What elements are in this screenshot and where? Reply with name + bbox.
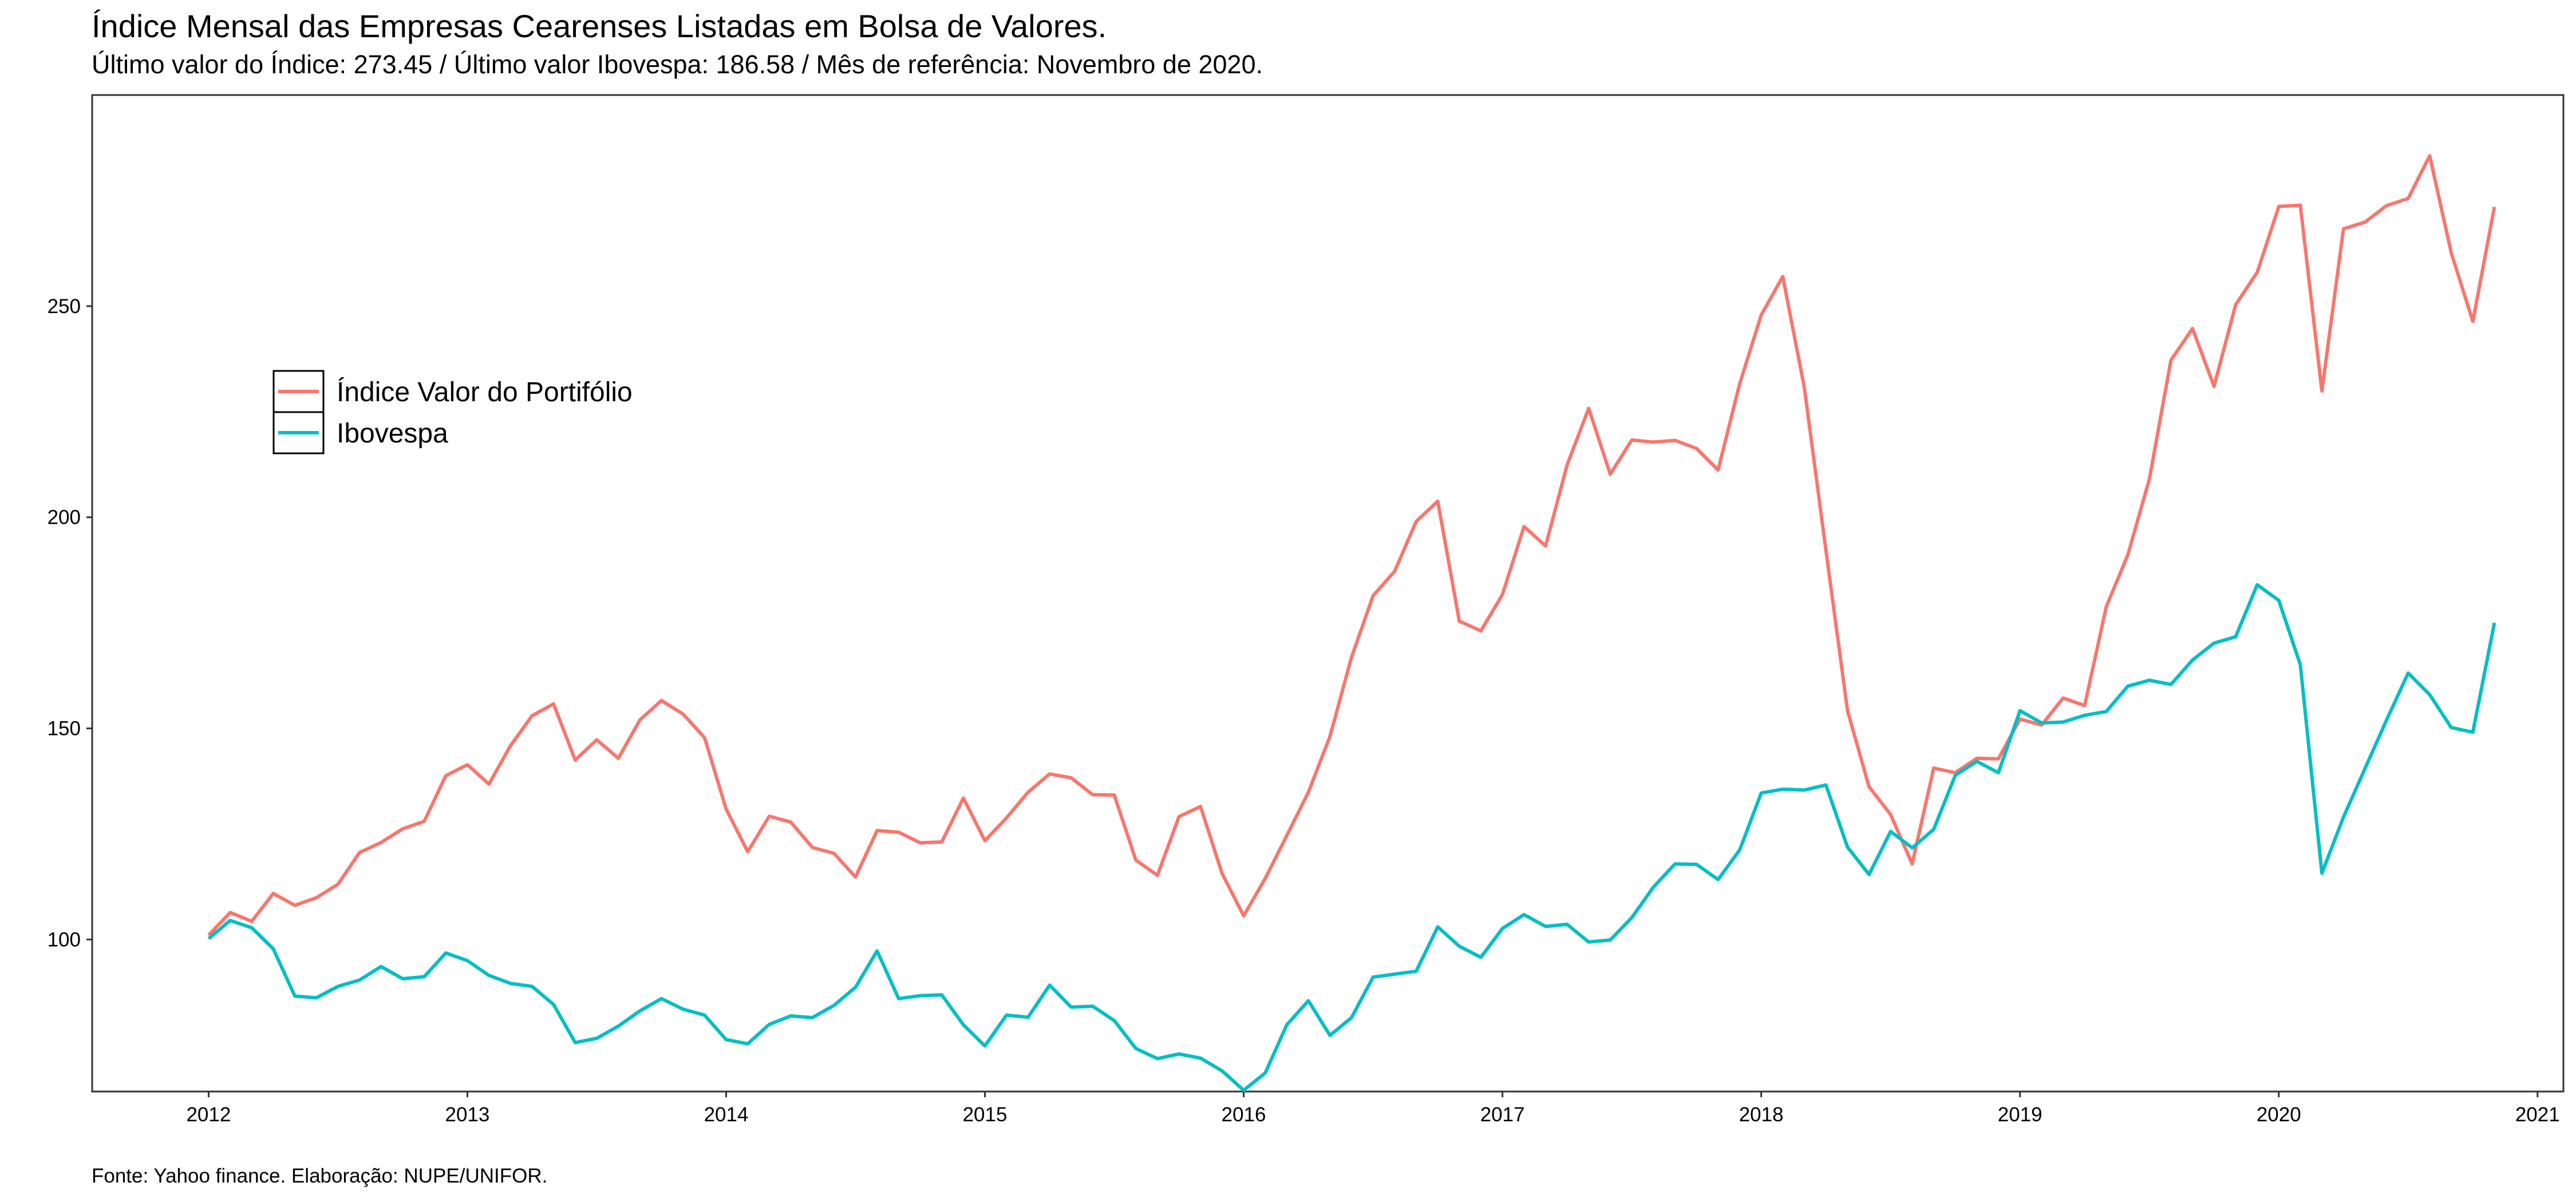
x-axis: 2012 2013 2014 2015 2016 2017 2018 2019 2020 2021 <box>186 1092 2560 1126</box>
x-tick-label: 2013 <box>445 1104 490 1126</box>
chart-subtitle: Último valor do Índice: 273.45 / Último … <box>92 50 1263 79</box>
x-tick-label: 2019 <box>1998 1104 2042 1126</box>
y-axis: 100 150 200 250 <box>48 295 92 951</box>
x-tick-label: 2017 <box>1480 1104 1525 1126</box>
x-tick-label: 2015 <box>963 1104 1008 1126</box>
y-tick-label: 200 <box>48 507 81 529</box>
x-tick-label: 2012 <box>186 1104 231 1126</box>
legend-label-portfolio-index: Índice Valor do Portifólio <box>337 377 633 408</box>
legend: Índice Valor do Portifólio Ibovespa <box>272 370 633 454</box>
chart-title: Índice Mensal das Empresas Cearenses Lis… <box>92 8 1107 44</box>
series-lines <box>207 154 2496 1092</box>
chart-caption: Fonte: Yahoo finance. Elaboração: NUPE/U… <box>92 1165 548 1187</box>
plot-panel-border <box>91 94 2565 1093</box>
y-tick-label: 100 <box>48 928 81 951</box>
series-line-portfolio-index <box>207 154 2496 937</box>
series-line-ibovespa <box>207 583 2496 1092</box>
legend-label-ibovespa: Ibovespa <box>337 418 448 449</box>
x-tick-label: 2021 <box>2515 1104 2560 1126</box>
x-tick-label: 2016 <box>1222 1104 1266 1126</box>
x-tick-label: 2014 <box>704 1104 749 1126</box>
x-tick-label: 2020 <box>2257 1104 2301 1126</box>
y-tick-label: 250 <box>48 295 81 318</box>
y-tick-label: 150 <box>48 718 81 740</box>
x-tick-label: 2018 <box>1739 1104 1784 1126</box>
